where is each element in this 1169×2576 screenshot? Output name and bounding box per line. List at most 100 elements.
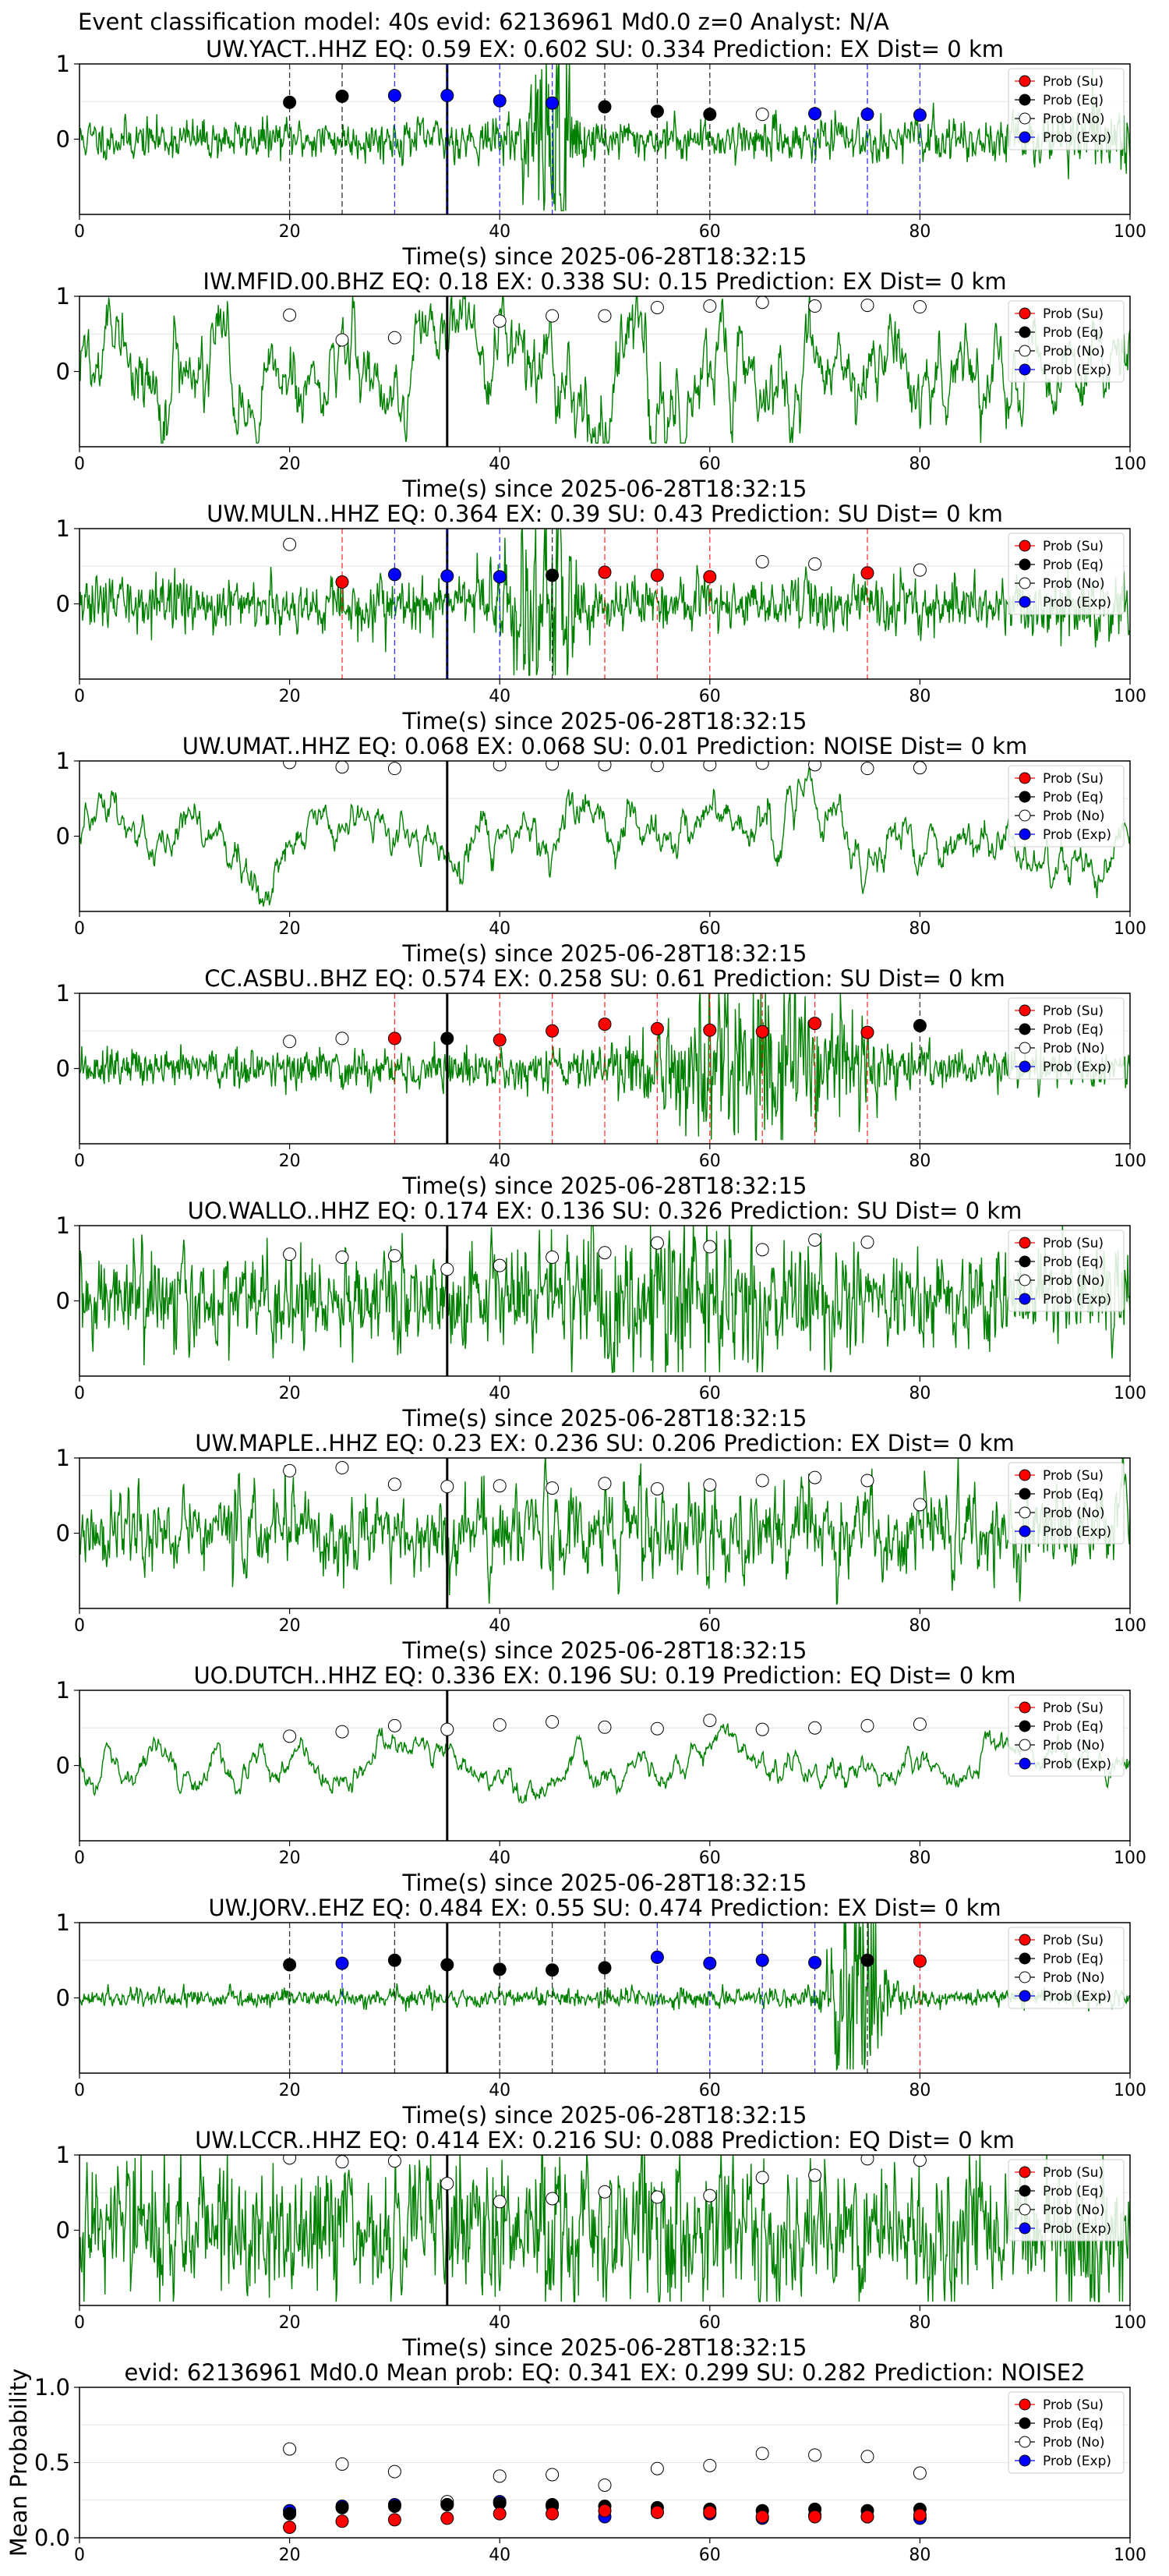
probability-point-su [387, 1031, 401, 1046]
x-tick-label: 20 [279, 1152, 301, 1171]
plot-area [79, 296, 1130, 447]
legend-label-no: Prob (No) [1043, 2435, 1105, 2450]
legend-marker-no [1019, 1042, 1031, 1054]
probability-point-eq [860, 1953, 874, 1967]
x-tick-label: 0 [74, 919, 85, 939]
probability-point-no [493, 761, 507, 772]
probability-point-no [913, 2155, 927, 2167]
legend-label-su: Prob (Su) [1043, 306, 1104, 322]
legend-label-no: Prob (No) [1043, 1273, 1105, 1289]
probability-point-no [755, 108, 769, 122]
probability-point-no [283, 1035, 297, 1049]
legend-label-su: Prob (Su) [1043, 1003, 1104, 1019]
probability-point-no [860, 762, 874, 776]
station-title: UW.MULN..HHZ EQ: 0.364 EX: 0.39 SU: 0.43… [207, 501, 1003, 527]
legend-label-su: Prob (Su) [1043, 1700, 1104, 1716]
mean-point-su [650, 2505, 664, 2519]
x-tick-label: 40 [489, 455, 510, 474]
legend-box [1008, 300, 1125, 383]
mean-point-eq [387, 2499, 401, 2513]
legend-marker-eq [1019, 1255, 1031, 1268]
probability-point-su [860, 1025, 874, 1039]
probability-point-no [493, 314, 507, 328]
legend-marker-su [1019, 1934, 1031, 1946]
legend-label-exp: Prob (Exp) [1043, 1524, 1111, 1540]
legend-marker-no [1019, 112, 1031, 125]
mean-point-su [335, 2514, 349, 2528]
probability-point-no [808, 299, 822, 313]
station-panel-8: UO.DUTCH..HHZ EQ: 0.336 EX: 0.196 SU: 0.… [56, 1662, 1146, 1896]
probability-point-no [387, 762, 401, 776]
mean-point-eq [283, 2507, 297, 2521]
x-axis-label: Time(s) since 2025-06-28T18:32:15 [402, 940, 807, 967]
legend-marker-no [1019, 345, 1031, 357]
probability-point-no [650, 2190, 664, 2204]
legend-marker-no [1019, 2436, 1031, 2448]
probability-point-no [335, 1461, 349, 1475]
probability-point-no [598, 309, 612, 323]
probability-point-no [755, 2171, 769, 2185]
y-tick-label: 1 [56, 748, 70, 774]
x-tick-label: 80 [909, 919, 931, 939]
probability-point-no [493, 2195, 507, 2209]
probability-point-no [335, 761, 349, 774]
x-tick-label: 60 [699, 1152, 721, 1171]
waveform-trace [79, 1923, 1130, 2072]
legend-label-eq: Prob (Eq) [1043, 325, 1104, 341]
legend-marker-su [1019, 540, 1031, 552]
y-tick-label: 0 [56, 1985, 70, 2012]
x-tick-label: 100 [1114, 2546, 1146, 2565]
legend-marker-su [1019, 75, 1031, 87]
legend-label-exp: Prob (Exp) [1043, 363, 1111, 378]
probability-point-no [283, 1729, 297, 1743]
legend-marker-exp [1019, 1990, 1031, 2002]
probability-point-no [493, 1718, 507, 1732]
probability-point-exp [440, 569, 454, 583]
probability-point-no [598, 1246, 612, 1260]
legend-label-no: Prob (No) [1043, 1041, 1105, 1056]
legend-box [1008, 533, 1125, 615]
y-tick-label: 1 [56, 2142, 70, 2168]
waveform-trace [79, 766, 1130, 908]
probability-point-no [860, 1474, 874, 1488]
x-axis-label: Time(s) since 2025-06-28T18:32:15 [402, 1173, 807, 1199]
plot-area [79, 1458, 1130, 1608]
probability-point-no [703, 299, 717, 313]
station-title: UW.UMAT..HHZ EQ: 0.068 EX: 0.068 SU: 0.0… [182, 733, 1027, 759]
probability-point-no [650, 1482, 664, 1496]
y-axis-label: Mean Probability [5, 2369, 32, 2557]
probability-point-no [440, 1480, 454, 1494]
probability-point-no [283, 1463, 297, 1477]
x-tick-label: 60 [699, 687, 721, 706]
legend-label-exp: Prob (Exp) [1043, 1989, 1111, 2005]
legend-label-su: Prob (Su) [1043, 771, 1104, 787]
probability-point-eq [387, 1953, 401, 1967]
legend-box [1008, 2159, 1125, 2242]
probability-point-no [913, 300, 927, 314]
legend-label-eq: Prob (Eq) [1043, 557, 1104, 573]
probability-point-eq [493, 1962, 507, 1976]
probability-point-no [493, 1479, 507, 1493]
probability-point-no [703, 761, 717, 772]
waveform-trace [79, 1458, 1130, 1605]
x-tick-label: 100 [1114, 1616, 1146, 1636]
x-tick-label: 20 [279, 919, 301, 939]
legend-box [1008, 1230, 1125, 1312]
probability-point-eq [650, 104, 664, 119]
mean-point-no [860, 2450, 874, 2464]
probability-point-no [913, 1717, 927, 1731]
probability-point-no [546, 1715, 560, 1729]
probability-point-eq [335, 89, 349, 103]
probability-point-no [387, 2155, 401, 2168]
station-title: UW.MAPLE..HHZ EQ: 0.23 EX: 0.236 SU: 0.2… [195, 1430, 1015, 1456]
probability-point-eq [598, 1961, 612, 1975]
legend-box [1008, 997, 1125, 1080]
x-tick-label: 60 [699, 455, 721, 474]
probability-point-no [650, 1721, 664, 1736]
x-tick-label: 0 [74, 2313, 85, 2333]
probability-point-no [755, 1243, 769, 1257]
x-tick-label: 20 [279, 687, 301, 706]
probability-point-su [598, 565, 612, 579]
probability-point-no [335, 1251, 349, 1265]
